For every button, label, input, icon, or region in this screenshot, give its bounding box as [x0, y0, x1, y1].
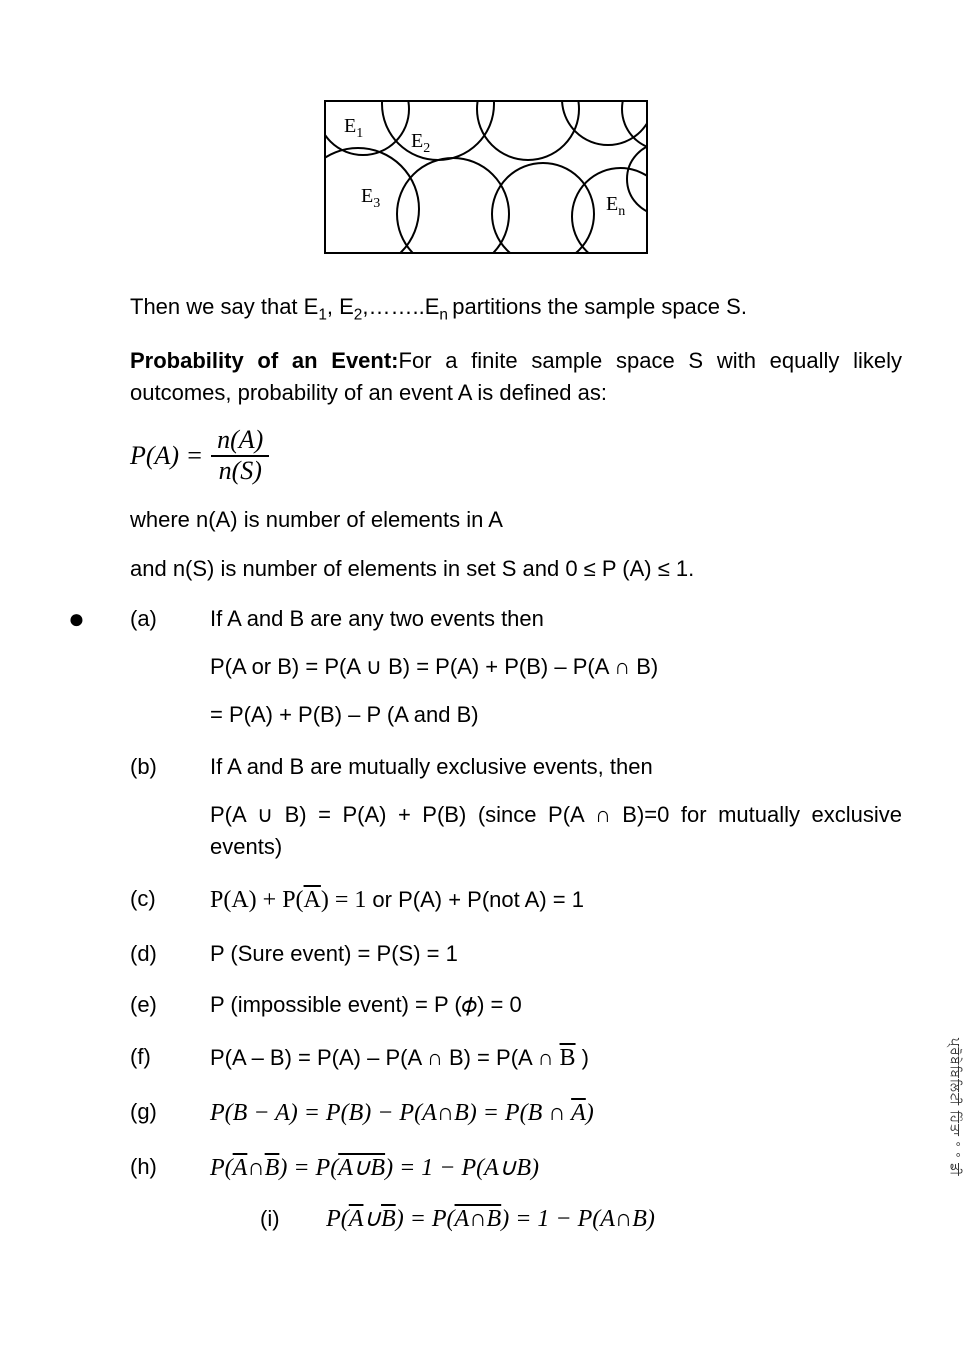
i-p4: ) = 1 − P(A∩B) — [501, 1206, 655, 1232]
item-c: (c) P(A) + P(A) = 1 or P(A) + P(not A) =… — [130, 883, 902, 918]
i-p1: P( — [326, 1206, 349, 1232]
figure-box: E1 E2 E3 En — [324, 100, 648, 254]
h-p1: P( — [210, 1155, 233, 1181]
label-e3: E3 — [361, 182, 380, 214]
where-line-2: and n(S) is number of elements in set S … — [130, 553, 902, 585]
label-i: (i) — [260, 1203, 320, 1235]
a-l1: If A and B are any two events then — [210, 603, 902, 635]
c-line: P(A) + P(A) = 1 or P(A) + P(not A) = 1 — [210, 883, 902, 918]
i-math: P(A∪B) = P(A∩B) = 1 − P(A∩B) — [326, 1206, 655, 1232]
label-en: En — [606, 190, 625, 222]
e1-sub: 1 — [356, 126, 363, 141]
bullet-icon: ● — [68, 605, 85, 633]
h-p2: ∩ — [247, 1155, 264, 1181]
label-e1: E1 — [344, 112, 363, 144]
h-b3: A∪B — [338, 1155, 385, 1181]
item-e: (e) P (impossible event) = P (𝜙) = 0 — [130, 989, 902, 1021]
partition-sentence: Then we say that E1, E2,……..En partition… — [130, 291, 902, 327]
e3-sub: 3 — [373, 196, 380, 211]
label-h: (h) — [130, 1151, 210, 1237]
e2-sub: 2 — [423, 141, 430, 156]
pt-b: , E — [327, 294, 354, 319]
item-h: (h) P(A∩B) = P(A∪B) = 1 − P(A∪B) (i) P(A… — [130, 1151, 902, 1237]
c-tail: or P(A) + P(not A) = 1 — [372, 887, 584, 912]
g-line: P(B − A) = P(B) − P(A∩B) = P(B ∩ A) — [210, 1096, 902, 1131]
e3-text: E — [361, 185, 373, 207]
item-d: (d) P (Sure event) = P(S) = 1 — [130, 938, 902, 970]
pt-s1: 1 — [318, 306, 327, 323]
a-l2: P(A or B) = P(A ∪ B) = P(A) + P(B) – P(A… — [210, 651, 902, 683]
f-line: P(A – B) = P(A) – P(A ∩ B) = P(A ∩ B ) — [210, 1041, 902, 1076]
partition-figure: E1 E2 E3 En — [60, 100, 912, 263]
a-l3: = P(A) + P(B) – P (A and B) — [210, 699, 902, 731]
h-line: P(A∩B) = P(A∪B) = 1 − P(A∪B) — [210, 1151, 902, 1186]
formula-lhs: P(A) = — [130, 437, 203, 475]
label-g: (g) — [130, 1096, 210, 1131]
i-b2: B — [381, 1206, 396, 1232]
d-l1: P (Sure event) = P(S) = 1 — [210, 938, 902, 970]
g-bar: A — [571, 1100, 586, 1126]
side-vertical-text: ਪ੍ਰੋਬੇਬਿਲਿਟੀ ਹਿੰਤਾ ° ° ਡੀ — [945, 1038, 964, 1177]
label-c: (c) — [130, 883, 210, 918]
f-post: ) — [576, 1045, 589, 1070]
pt-sn: n — [439, 306, 452, 323]
e2-text: E — [411, 130, 423, 152]
label-e2: E2 — [411, 127, 430, 159]
c-bar: A — [304, 887, 321, 913]
c-math: P(A) + P(A) = 1 — [210, 887, 372, 913]
f-bar: B — [560, 1045, 576, 1071]
i-b3: A∩B — [455, 1206, 502, 1232]
i-b1: A — [349, 1206, 364, 1232]
h-p3: ) = P( — [279, 1155, 338, 1181]
h-p4: ) = 1 − P(A∪B) — [385, 1155, 539, 1181]
pt-c: ,……..E — [362, 294, 439, 319]
item-f: (f) P(A – B) = P(A) – P(A ∩ B) = P(A ∩ B… — [130, 1041, 902, 1076]
en-sub: n — [618, 204, 625, 219]
b-l2: P(A ∪ B) = P(A) + P(B) (since P(A ∩ B)=0… — [210, 799, 902, 863]
properties-list: ● (a) If A and B are any two events then… — [130, 603, 902, 1236]
label-b: (b) — [130, 751, 210, 863]
item-a: (a) If A and B are any two events then P… — [130, 603, 902, 731]
g-post: ) — [586, 1100, 594, 1126]
g-pre: P(B − A) = P(B) − P(A∩B) = P(B ∩ — [210, 1100, 571, 1126]
item-g: (g) P(B − A) = P(B) − P(A∩B) = P(B ∩ A) — [130, 1096, 902, 1131]
c-pre: P(A) + P( — [210, 887, 304, 913]
item-b: (b) If A and B are mutually exclusive ev… — [130, 751, 902, 863]
item-i: (i) P(A∪B) = P(A∩B) = 1 − P(A∩B) — [260, 1202, 902, 1237]
label-e: (e) — [130, 989, 210, 1021]
h-b1: A — [233, 1155, 248, 1181]
label-a: (a) — [130, 603, 210, 731]
i-p2: ∪ — [363, 1206, 381, 1232]
label-d: (d) — [130, 938, 210, 970]
f-pre: P(A – B) = P(A) – P(A ∩ B) = P(A ∩ — [210, 1045, 560, 1070]
b-l1: If A and B are mutually exclusive events… — [210, 751, 902, 783]
where-line-1: where n(A) is number of elements in A — [130, 504, 902, 536]
pt-d: partitions the sample space S. — [452, 294, 747, 319]
h-b2: B — [265, 1155, 280, 1181]
i-p3: ) = P( — [396, 1206, 455, 1232]
prob-definition: Probability of an Event:For a finite sam… — [130, 345, 902, 409]
formula-den: n(S) — [213, 457, 268, 486]
def-heading: Probability of an Event: — [130, 348, 399, 373]
label-f: (f) — [130, 1041, 210, 1076]
c-post: ) = 1 — [321, 887, 367, 913]
e-l1: P (impossible event) = P (𝜙) = 0 — [210, 989, 902, 1021]
formula-num: n(A) — [211, 426, 269, 455]
fraction: n(A) n(S) — [211, 426, 269, 485]
e1-text: E — [344, 115, 356, 137]
pt-a: Then we say that E — [130, 294, 318, 319]
en-text: E — [606, 193, 618, 215]
prob-formula: P(A) = n(A) n(S) — [130, 426, 902, 485]
